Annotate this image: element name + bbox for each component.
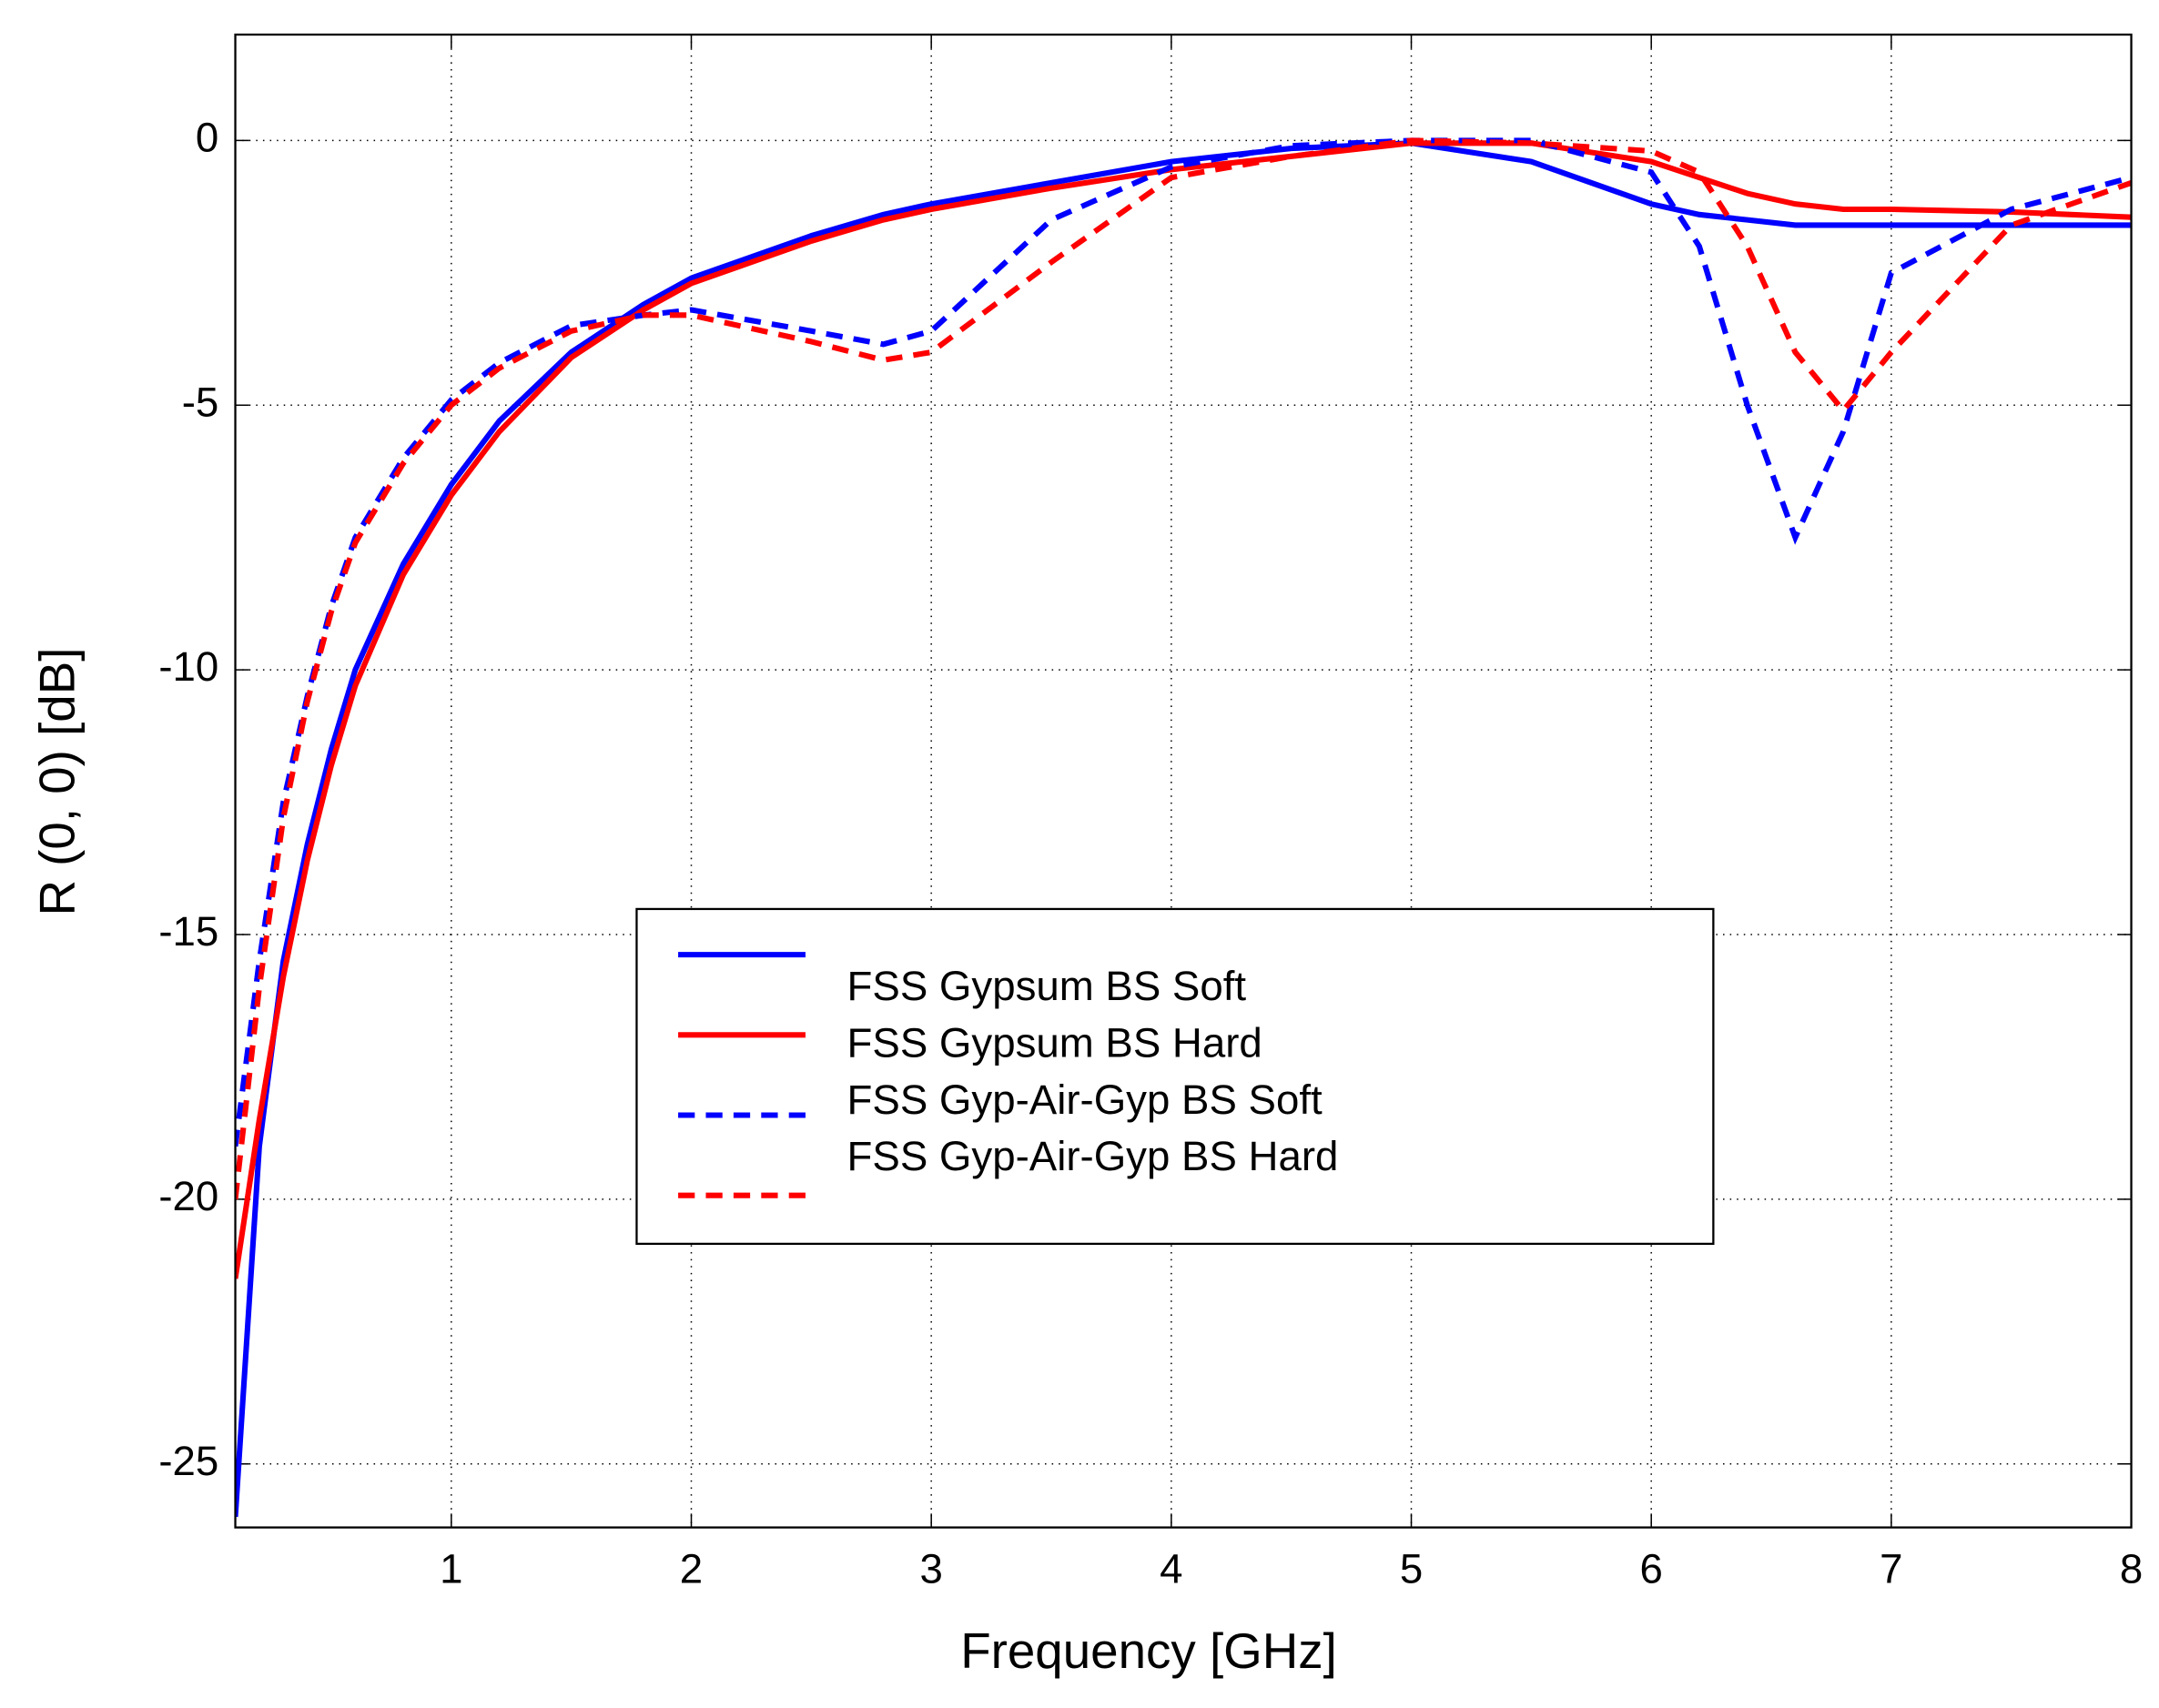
legend-label: FSS Gypsum BS Soft (847, 963, 1247, 1009)
x-axis-label: Frequency [GHz] (960, 1622, 1337, 1679)
frame (234, 33, 2133, 1529)
x-tick-label: 4 (1160, 1545, 1182, 1592)
y-tick-label: -15 (158, 908, 218, 955)
x-tick-label: 6 (1640, 1545, 1663, 1592)
x-tick-label: 5 (1400, 1545, 1423, 1592)
legend-label: FSS Gyp-Air-Gyp BS Soft (847, 1076, 1323, 1123)
series-line (235, 137, 2132, 1200)
y-axis-label: R (0, 0) [dB] (28, 648, 85, 916)
legend-label: FSS Gyp-Air-Gyp BS Hard (847, 1133, 1339, 1179)
plot-area (235, 35, 2132, 1528)
y-tick-label: -25 (158, 1438, 218, 1484)
y-tick-label: 0 (196, 114, 218, 160)
series-line (235, 140, 2132, 1279)
legend-box (635, 907, 1715, 1246)
legend-label: FSS Gypsum BS Hard (847, 1020, 1262, 1066)
x-tick-label: 7 (1880, 1545, 1902, 1592)
legend: FSS Gypsum BS Soft FSS Gypsum BS Hard FSS … (635, 907, 1715, 1246)
x-tick-label: 3 (919, 1545, 942, 1592)
y-tick-label: -20 (158, 1173, 218, 1219)
y-tick-label: -10 (158, 643, 218, 690)
x-tick-label: 8 (2120, 1545, 2143, 1592)
x-tick-label: 1 (440, 1545, 462, 1592)
x-tick-label: 2 (680, 1545, 703, 1592)
series-line (235, 140, 2132, 1518)
y-tick-label: -5 (182, 379, 219, 425)
